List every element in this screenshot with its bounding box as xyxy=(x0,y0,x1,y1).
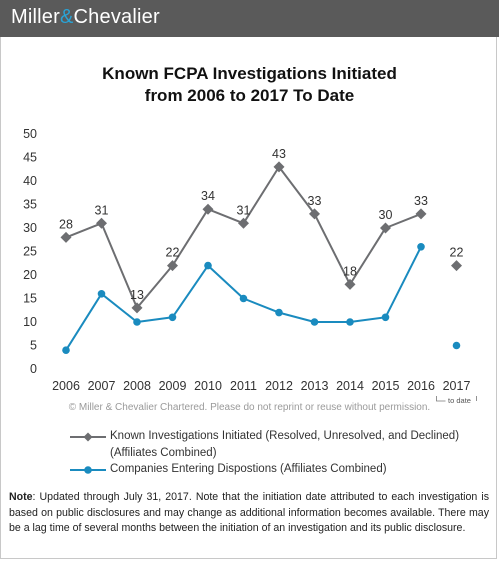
footnote: Note: Updated through July 31, 2017. Not… xyxy=(9,490,489,537)
data-label: 43 xyxy=(272,147,286,161)
data-label: 22 xyxy=(166,246,180,260)
sublabel-bracket xyxy=(436,396,446,402)
footnote-label: Note xyxy=(9,491,33,503)
data-point-investigations xyxy=(344,278,356,290)
y-tick-label: 20 xyxy=(23,268,37,282)
y-tick-label: 25 xyxy=(23,245,37,259)
x-tick-label: 2015 xyxy=(372,379,400,393)
data-label: 33 xyxy=(414,194,428,208)
data-point-dispositions xyxy=(275,308,283,317)
data-label: 13 xyxy=(130,288,144,302)
y-tick-label: 0 xyxy=(30,362,37,376)
x-tick-label: 2017 xyxy=(443,379,471,393)
legend-label-investigations: Known Investigations Initiated (Resolved… xyxy=(110,430,460,442)
data-point-dispositions xyxy=(310,318,319,326)
data-point-investigations xyxy=(380,222,391,234)
data-point-investigations xyxy=(96,217,107,229)
y-tick-label: 15 xyxy=(23,292,37,306)
x-tick-label: 2009 xyxy=(159,379,187,393)
data-point-investigations xyxy=(451,260,462,272)
data-label: 22 xyxy=(450,246,464,260)
data-label: 31 xyxy=(95,203,109,217)
data-point-dispositions xyxy=(204,261,212,270)
x-tick-label: 2012 xyxy=(265,379,293,393)
data-point-dispositions xyxy=(62,346,70,355)
data-point-dispositions xyxy=(133,318,141,326)
line-chart: 0 5 10 15 20 25 30 35 40 45 50 2006 2007 2008 2009 2010… xyxy=(23,127,477,405)
x-tick-label: 2010 xyxy=(194,379,222,393)
x-tick-label: 2008 xyxy=(123,379,151,393)
legend-swatch-investigations xyxy=(70,432,106,442)
y-tick-label: 35 xyxy=(23,198,37,212)
legend-label-dispositions: Companies Entering Dispostions (Affiliat… xyxy=(110,463,387,475)
x-tick-label: 2007 xyxy=(88,379,116,393)
data-point-dispositions xyxy=(168,313,177,322)
footnote-text: : Updated through July 31, 2017. Note th… xyxy=(9,491,489,534)
data-point-investigations xyxy=(60,231,72,243)
data-point-dispositions xyxy=(97,290,106,298)
data-label: 33 xyxy=(308,194,322,208)
data-point-investigations xyxy=(238,217,249,229)
y-tick-label: 40 xyxy=(23,174,37,188)
copyright-notice: © Miller & Chevalier Chartered. Please d… xyxy=(68,402,431,413)
x-tick-label: 2016 xyxy=(407,379,435,393)
x-tick-sublabel: to date xyxy=(448,396,471,405)
series-line-investigations xyxy=(65,165,422,309)
y-tick-label: 45 xyxy=(23,151,37,165)
x-tick-label: 2006 xyxy=(52,379,80,393)
x-tick-label: 2013 xyxy=(301,379,329,393)
x-tick-label: 2011 xyxy=(230,379,257,393)
legend-item-dispositions: Companies Entering Dispostions (Affiliat… xyxy=(70,463,387,480)
data-point-investigations xyxy=(202,203,214,215)
data-label: 34 xyxy=(201,189,215,203)
data-point-dispositions xyxy=(381,313,390,322)
y-tick-label: 5 xyxy=(30,339,37,353)
y-tick-label: 30 xyxy=(23,221,37,235)
data-point-dispositions xyxy=(452,341,461,350)
legend-item-investigations: Known Investigations Initiated (Resolved… xyxy=(70,430,459,447)
data-point-investigations xyxy=(273,161,285,173)
chart-title-line2: from 2006 to 2017 To Date xyxy=(144,86,355,105)
data-point-dispositions xyxy=(346,318,354,326)
legend-label-investigations-cont: (Affiliates Combined) xyxy=(110,447,217,459)
chart-title-line1: Known FCPA Investigations Initiated xyxy=(102,64,397,83)
data-point-dispositions xyxy=(417,243,425,251)
data-point-investigations xyxy=(415,208,427,220)
y-tick-label: 10 xyxy=(23,315,37,329)
data-label: 31 xyxy=(237,203,251,217)
x-tick-label: 2014 xyxy=(336,379,364,393)
data-point-investigations xyxy=(309,208,320,220)
brand-header: Miller&Chevalier xyxy=(0,0,499,37)
brand-logo: Miller&Chevalier xyxy=(11,6,160,28)
data-point-dispositions xyxy=(239,294,248,303)
data-label: 18 xyxy=(343,264,357,278)
data-label: 28 xyxy=(59,217,73,231)
data-label: 30 xyxy=(379,208,393,222)
y-tick-label: 50 xyxy=(23,127,37,141)
data-point-investigations xyxy=(167,260,178,272)
legend-swatch-dispositions xyxy=(70,466,106,474)
data-point-investigations xyxy=(131,302,143,314)
chart-legend: Known Investigations Initiated (Resolved… xyxy=(70,430,459,480)
